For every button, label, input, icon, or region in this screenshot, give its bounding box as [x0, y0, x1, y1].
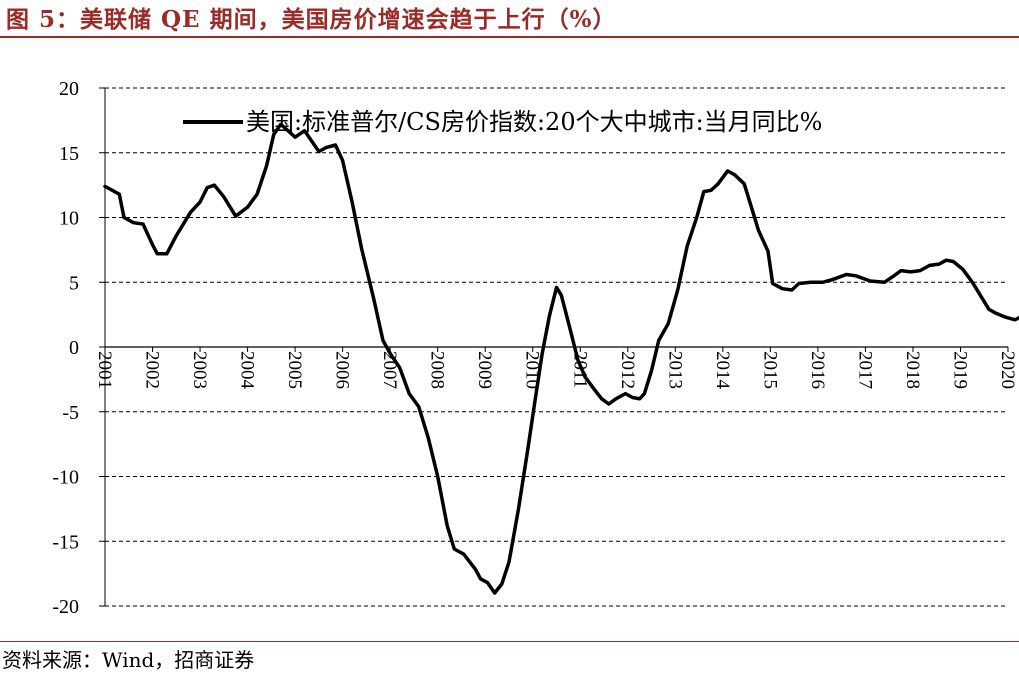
figure-title: 图 5：美联储 QE 期间，美国房价增速会趋于上行（%） [6, 6, 617, 33]
x-tick-label: 2015 [759, 351, 780, 389]
x-tick-label: 2019 [949, 351, 970, 389]
legend: 美国:标准普尔/CS房价指数:20个大中城市:当月同比% [183, 108, 823, 136]
x-tick-label: 2008 [427, 351, 448, 389]
x-tick-label: 2003 [189, 351, 210, 389]
footer-rule [0, 641, 1019, 642]
y-tick-label: 20 [59, 78, 79, 100]
series-group [103, 122, 1019, 595]
y-tick-label: 5 [69, 272, 79, 294]
y-tick-label: -20 [52, 596, 79, 618]
y-tick-label: 0 [69, 337, 79, 359]
x-tick-label: 2002 [142, 351, 163, 389]
x-tick-label: 2011 [569, 351, 590, 388]
legend-label: 美国:标准普尔/CS房价指数:20个大中城市:当月同比% [246, 108, 823, 136]
x-tick-label: 2017 [854, 351, 875, 389]
y-tick-label: 15 [59, 143, 79, 165]
y-tick-label: -5 [62, 402, 79, 424]
title-rule [0, 36, 1019, 38]
x-tick-labels: 2001 2002 2003 2004 2005 2006 2007 2008 2009 2010… [94, 351, 1018, 390]
x-tick-label: 2016 [807, 351, 828, 389]
x-tick-label: 2020 [997, 351, 1018, 389]
x-tick-label: 2012 [617, 351, 638, 389]
y-tick-labels: 20 15 10 5 0 -5 -10 -15 -20 [52, 78, 79, 618]
x-tick-label: 2009 [474, 351, 495, 389]
x-tick-label: 2018 [902, 351, 923, 389]
x-tick-label: 2013 [664, 351, 685, 389]
axes [99, 87, 1009, 607]
x-tick-label: 2007 [379, 351, 400, 389]
y-tick-label: 10 [59, 208, 79, 230]
grid-lines [105, 87, 1008, 607]
y-tick-label: -15 [52, 531, 79, 553]
series-line [103, 122, 1019, 595]
x-tick-label: 2006 [332, 351, 353, 389]
x-tick-label: 2004 [237, 351, 258, 390]
source-note: 资料来源：Wind，招商证券 [2, 648, 255, 672]
y-tick-label: -10 [52, 467, 79, 489]
x-tick-label: 2014 [712, 351, 733, 390]
x-tick-label: 2001 [94, 351, 115, 389]
x-tick-label: 2005 [284, 351, 305, 389]
